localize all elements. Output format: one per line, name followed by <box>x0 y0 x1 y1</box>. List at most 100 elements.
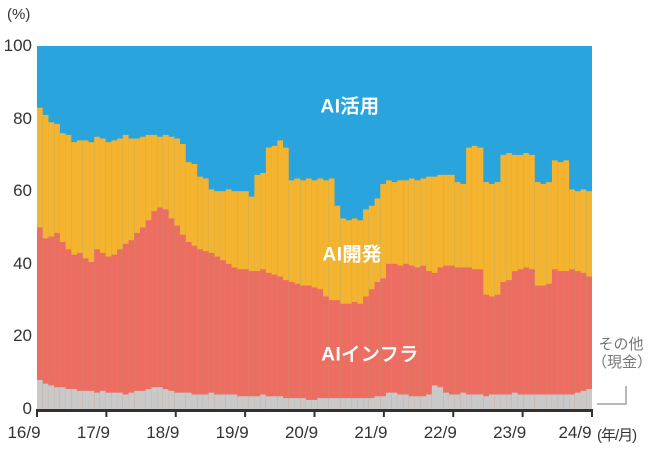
bar-segment-ai-infra <box>134 232 141 409</box>
x-axis-tick <box>244 409 247 417</box>
bar-segment-ai-infra <box>551 269 559 409</box>
bar-segment-ai-infra <box>414 267 421 409</box>
bar-segment-ai-infra <box>242 269 250 409</box>
bar-segment-ai-infra <box>426 271 433 409</box>
bar-segment-ai-infra <box>225 263 233 409</box>
bar-segment-sonota-genkin <box>71 389 78 409</box>
bar-segment-ai-infra <box>77 252 84 409</box>
bar-segment-sonota-genkin <box>260 394 267 409</box>
bar-segment-sonota-genkin <box>557 394 564 409</box>
bar-segment-ai-infra <box>517 269 524 409</box>
bar-segment-ai-infra <box>386 263 393 409</box>
bar-segment-ai-infra <box>65 249 72 409</box>
bar-segment-ai-infra <box>569 269 576 409</box>
bar-segment-sonota-genkin <box>122 394 130 409</box>
bar-segment-ai-infra <box>117 249 124 409</box>
bar-segment-sonota-genkin <box>174 392 181 409</box>
bar-segment-sonota-genkin <box>489 394 496 409</box>
series-label-sonota-genkin: その他 （現金） <box>592 336 650 372</box>
bar-segment-sonota-genkin <box>500 394 507 409</box>
bar-segment-ai-infra <box>260 269 267 409</box>
bar-segment-ai-infra <box>105 256 112 409</box>
bar-segment-ai-infra <box>82 258 90 409</box>
bar-segment-ai-infra <box>363 296 370 409</box>
bar-segment-sonota-genkin <box>494 394 502 409</box>
bar-segment-ai-infra <box>529 269 536 409</box>
bar-segment-ai-infra <box>511 271 519 409</box>
x-axis-tick <box>591 409 593 417</box>
bar-segment-ai-infra <box>391 263 399 409</box>
bar-segment-ai-infra <box>500 281 507 409</box>
bar-segment-sonota-genkin <box>363 398 370 409</box>
bar-segment-ai-infra <box>546 283 553 409</box>
y-axis-unit-label: (%) <box>7 6 31 23</box>
x-axis-tick <box>105 409 108 417</box>
bar-segment-sonota-genkin <box>466 394 473 409</box>
bar-segment-ai-infra <box>466 267 473 409</box>
bar-segment-sonota-genkin <box>437 387 444 409</box>
bar-segment-ai-infra <box>443 265 450 409</box>
bar-segment-sonota-genkin <box>185 392 193 409</box>
x-tick-label: 20/9 <box>284 423 319 442</box>
bar-segment-sonota-genkin <box>231 394 238 409</box>
x-tick-label: 24/9 <box>558 423 592 442</box>
bar-segment-sonota-genkin <box>340 398 347 409</box>
bar-segment-ai-infra <box>37 227 44 409</box>
bar-segment-sonota-genkin <box>242 396 250 409</box>
bar-segment-ai-infra <box>340 303 347 409</box>
bar-segment-ai-infra <box>437 267 444 409</box>
bar-segment-sonota-genkin <box>506 394 513 409</box>
bar-segment-ai-kaihatsu <box>283 147 290 409</box>
bar-segment-ai-infra <box>168 218 175 409</box>
bar-segment-sonota-genkin <box>82 390 90 409</box>
bar-segment-sonota-genkin <box>300 398 307 409</box>
bar-segment-ai-infra <box>305 285 313 409</box>
bar-segment-ai-infra <box>323 296 330 409</box>
bar-segment-ai-infra <box>59 242 67 409</box>
series-label-sonota-line2: （現金） <box>592 354 650 371</box>
bar-segment-sonota-genkin <box>94 392 101 409</box>
bar-segment-ai-kaihatsu <box>277 140 284 409</box>
x-tick-label: 23/9 <box>493 423 527 442</box>
bar-segment-ai-infra <box>254 271 261 409</box>
bar-segment-sonota-genkin <box>357 398 364 409</box>
bar-segment-ai-infra <box>191 245 198 409</box>
bar-segment-ai-infra <box>202 251 210 409</box>
y-tick-label: 0 <box>22 399 32 418</box>
bar-segment-ai-infra <box>357 303 364 409</box>
bar-segment-ai-infra <box>214 256 221 409</box>
bar-segment-sonota-genkin <box>139 390 147 409</box>
bar-segment-sonota-genkin <box>431 385 439 409</box>
bar-segment-sonota-genkin <box>37 379 44 409</box>
bar-segment-sonota-genkin <box>214 394 221 409</box>
bar-segment-ai-infra <box>448 265 456 409</box>
x-axis-tick <box>452 409 455 417</box>
bar-segment-sonota-genkin <box>569 394 576 409</box>
x-axis-tick <box>36 409 38 417</box>
bar-segment-ai-infra <box>151 211 158 409</box>
x-axis-tick <box>521 409 524 417</box>
bar-segment-ai-infra <box>328 300 336 409</box>
bar-segment-ai-infra <box>431 272 439 409</box>
bar-segment-ai-infra <box>237 269 244 409</box>
bar-segment-sonota-genkin <box>168 390 175 409</box>
bar-segment-ai-infra <box>586 276 592 409</box>
bar-segment-sonota-genkin <box>197 394 204 409</box>
bar-segment-sonota-genkin <box>391 392 399 409</box>
bar-segment-sonota-genkin <box>134 390 141 409</box>
bar-segment-sonota-genkin <box>54 387 61 409</box>
y-tick-label: 20 <box>13 326 32 346</box>
bar-segment-ai-infra <box>454 267 462 409</box>
bar-segment-ai-infra <box>208 252 215 409</box>
bar-segment-ai-infra <box>294 283 301 409</box>
bar-segment-sonota-genkin <box>128 392 135 409</box>
bar-segment-ai-infra <box>580 272 587 409</box>
x-axis-tick <box>174 409 177 417</box>
bar-segment-sonota-genkin <box>59 387 67 409</box>
bar-segment-sonota-genkin <box>334 398 341 409</box>
bar-segment-sonota-genkin <box>426 394 433 409</box>
bar-segment-ai-infra <box>317 289 324 409</box>
bar-segment-sonota-genkin <box>345 398 353 409</box>
bar-segment-ai-infra <box>248 271 256 409</box>
bar-segment-sonota-genkin <box>323 398 330 409</box>
